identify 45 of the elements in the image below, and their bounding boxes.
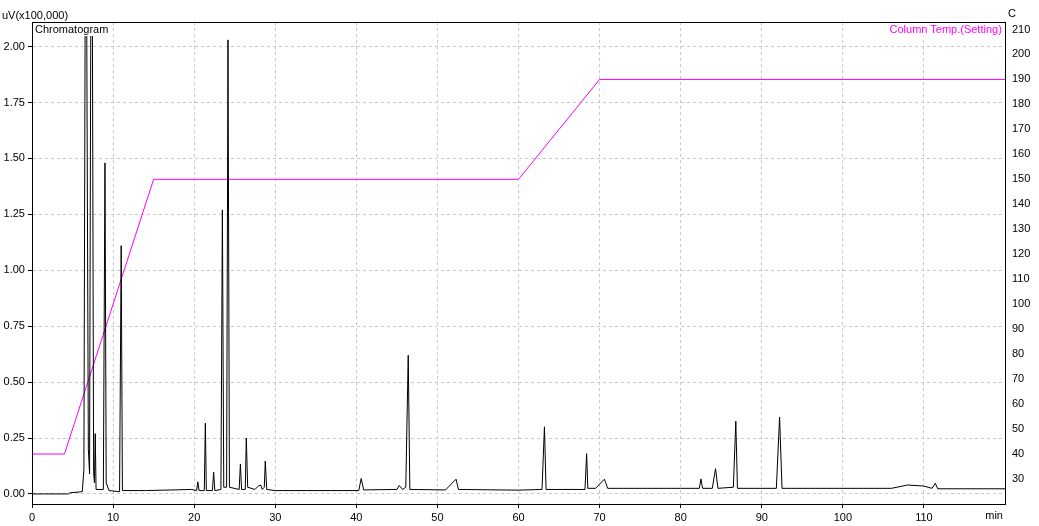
x-tick-label: 60: [512, 510, 525, 523]
y2-tick-label: 90: [1012, 322, 1025, 335]
x-tick-label: 100: [833, 510, 853, 523]
x-tick-label: 30: [269, 510, 282, 523]
y2-tick-label: 180: [1012, 97, 1031, 110]
y-tick-label: 1.50: [3, 151, 25, 164]
y2-tick-label: 40: [1012, 447, 1025, 460]
x-tick-label: 80: [674, 510, 687, 523]
y2-tick-label: 200: [1012, 47, 1031, 60]
x-tick-label: 90: [755, 510, 768, 523]
x-tick-label: 40: [350, 510, 363, 523]
y2-tick-label: 210: [1012, 22, 1031, 35]
y2-tick-label: 70: [1012, 372, 1025, 385]
y2-tick-label: 130: [1012, 222, 1031, 235]
y-tick-label: 1.00: [3, 263, 25, 276]
y-axis-title: uV(x100,000): [2, 8, 69, 21]
x-tick-label: 10: [106, 510, 120, 523]
y2-tick-label: 140: [1012, 197, 1031, 210]
y2-tick-label: 110: [1012, 272, 1030, 285]
x-tick-label: 50: [431, 510, 444, 523]
y2-tick-label: 30: [1012, 472, 1025, 485]
x-tick-label: 70: [593, 510, 606, 523]
y-tick-label: 1.25: [3, 207, 25, 220]
y2-tick-label: 170: [1012, 122, 1031, 135]
y2-tick-label: 120: [1012, 247, 1031, 260]
y2-tick-label: 160: [1012, 147, 1031, 160]
x-tick-label: 20: [188, 510, 201, 523]
y-tick-label: 0.50: [3, 375, 25, 388]
y2-axis-title: C: [1008, 6, 1016, 19]
x-axis-title: min: [985, 508, 1003, 521]
y2-tick-label: 100: [1012, 297, 1031, 310]
y2-tick-label: 60: [1012, 397, 1025, 410]
y2-tick-label: 80: [1012, 347, 1025, 360]
y-tick-label: 0.00: [3, 486, 25, 499]
y2-tick-label: 150: [1012, 172, 1031, 185]
x-tick-label: 110: [915, 510, 933, 523]
y-tick-label: 0.25: [3, 431, 25, 444]
y-tick-label: 1.75: [3, 95, 25, 108]
y2-tick-label: 50: [1012, 422, 1025, 435]
y-tick-label: 0.75: [3, 319, 25, 332]
y-tick-label: 2.00: [3, 39, 25, 52]
series-label: Chromatogram: [35, 22, 109, 35]
text: Column Temp.(Setting): [889, 22, 1002, 35]
x-tick-label: 0: [28, 510, 36, 523]
y2-tick-label: 190: [1012, 72, 1031, 85]
